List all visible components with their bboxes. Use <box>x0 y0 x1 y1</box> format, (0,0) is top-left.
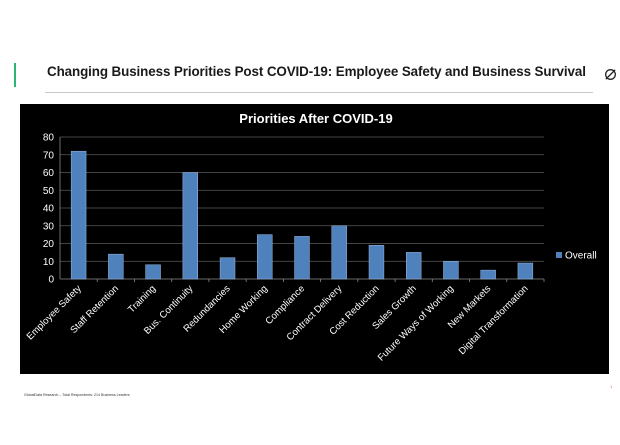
bar-12 <box>480 269 496 280</box>
bar-9 <box>368 245 385 280</box>
slide-title: Changing Business Priorities Post COVID-… <box>47 64 586 79</box>
title-accent-bar <box>14 63 16 87</box>
chart-panel: Priorities After COVID-19 0 10 20 30 40 50 60 70… <box>20 104 609 374</box>
bar-10 <box>405 252 422 280</box>
x-tick-label: Training <box>126 283 158 315</box>
page-number: 1 <box>610 384 613 389</box>
y-tick-label: 70 <box>43 150 55 161</box>
y-tick-label: 50 <box>43 186 55 197</box>
bar-13 <box>517 262 534 280</box>
y-tick-label: 0 <box>48 275 54 286</box>
priorities-bar-chart: Priorities After COVID-19 0 10 20 30 40 50 60 70… <box>25 111 597 364</box>
source-footnote: GlobalData Research – Total Respondents:… <box>24 393 130 397</box>
y-tick-label: 40 <box>43 204 55 215</box>
bar-6 <box>257 234 273 280</box>
bar-3 <box>145 264 161 280</box>
bar-8 <box>331 225 347 280</box>
y-tick-label: 30 <box>43 221 55 232</box>
legend-label: Overall <box>565 251 597 262</box>
bar-1 <box>70 150 87 280</box>
legend-swatch <box>556 252 562 258</box>
title-divider <box>45 92 593 93</box>
y-tick-label: 10 <box>43 257 55 268</box>
bar-7 <box>294 236 310 280</box>
bar-2 <box>108 253 124 280</box>
globaldata-logo-icon <box>605 69 616 80</box>
bar-4 <box>182 172 199 280</box>
bar-11 <box>443 261 459 280</box>
y-tick-label: 60 <box>43 168 55 179</box>
x-tick-label: Future Ways of Working <box>376 283 456 363</box>
chart-title: Priorities After COVID-19 <box>239 111 392 126</box>
bar-5 <box>219 257 236 280</box>
y-tick-label: 20 <box>43 239 55 250</box>
y-tick-label: 80 <box>43 133 55 144</box>
x-tick-label: Digital Transformation <box>457 283 531 357</box>
